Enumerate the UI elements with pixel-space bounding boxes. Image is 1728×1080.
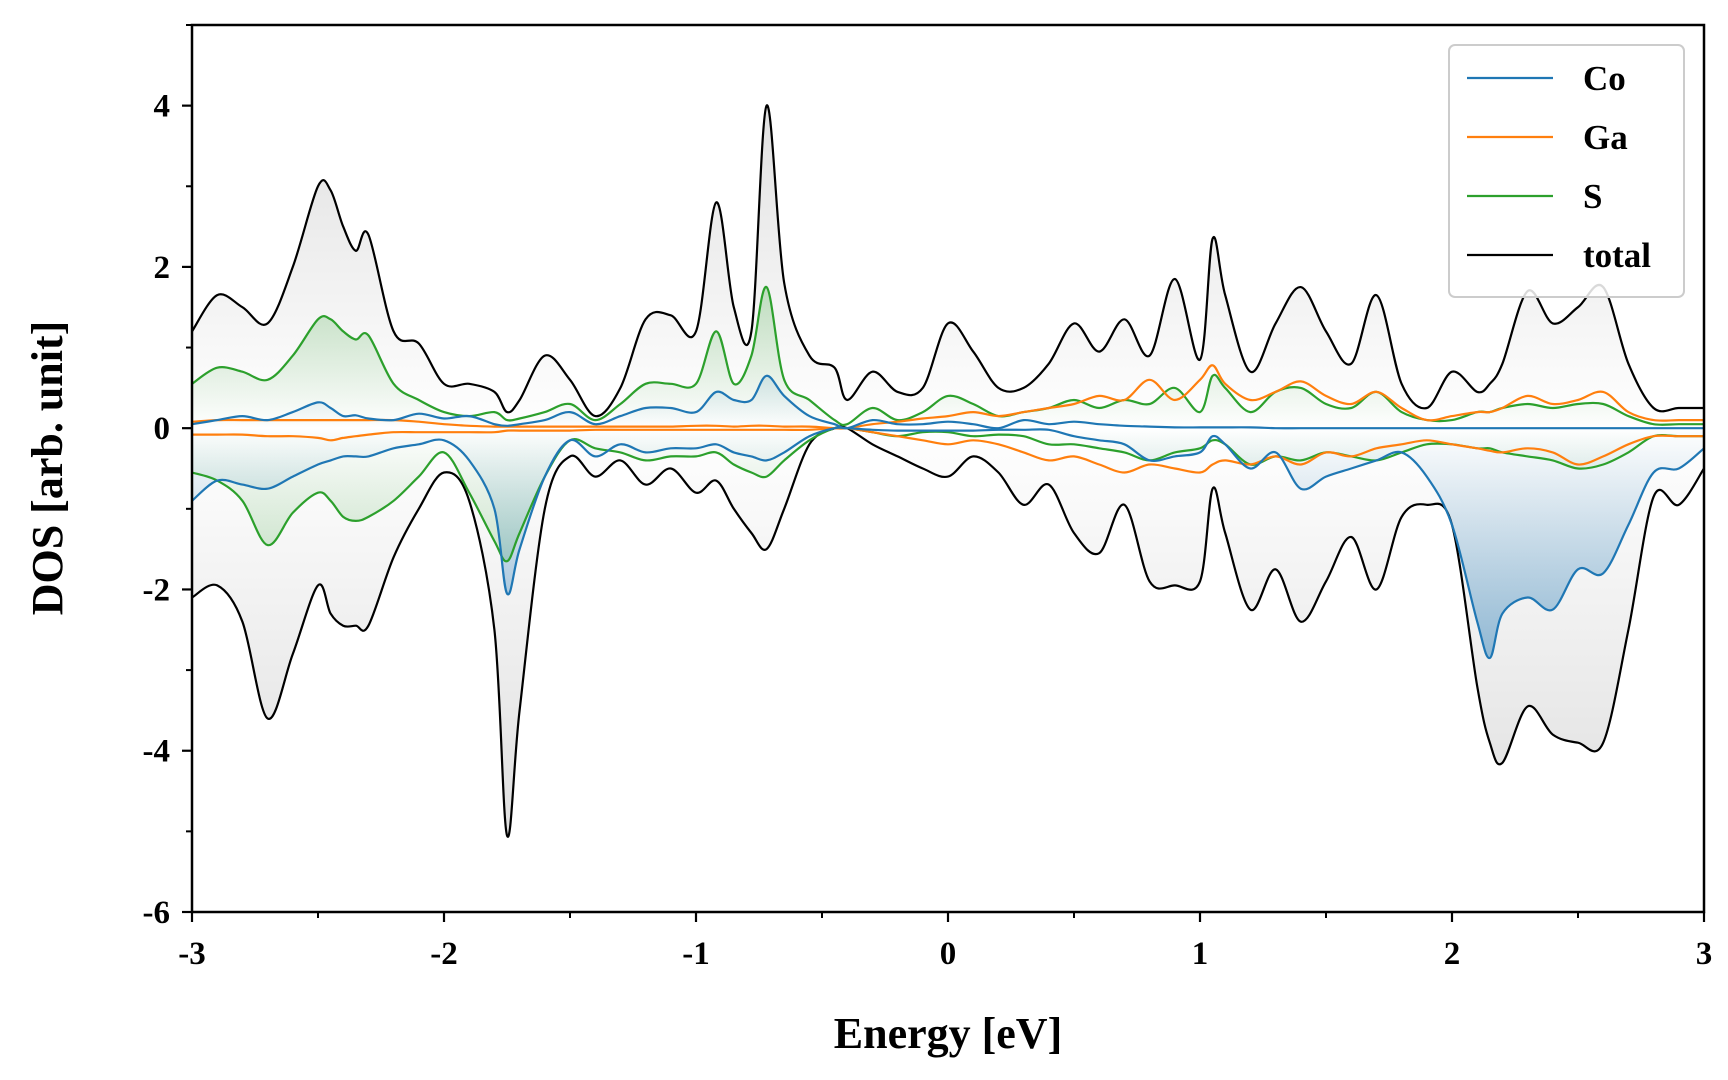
line-s-up bbox=[192, 285, 1704, 427]
line-co-up bbox=[192, 374, 1704, 430]
line-co-down bbox=[192, 426, 1704, 660]
x-tick-label: 2 bbox=[1444, 936, 1461, 972]
y-tick-label: -2 bbox=[143, 572, 171, 608]
line-ga-down bbox=[192, 426, 1704, 474]
fill-s-up bbox=[192, 286, 1704, 429]
x-tick-label: 1 bbox=[1192, 936, 1209, 972]
fill-co-down bbox=[192, 427, 1704, 659]
line-total-down bbox=[192, 425, 1704, 838]
fill-total-down bbox=[192, 426, 1704, 837]
area-fills bbox=[192, 105, 1704, 837]
series-lines bbox=[192, 104, 1704, 838]
y-tick-label: 2 bbox=[154, 250, 171, 286]
y-tick-label: -6 bbox=[143, 895, 171, 931]
legend-label-co: Co bbox=[1583, 59, 1626, 98]
x-tick-label: -3 bbox=[178, 936, 206, 972]
y-tick-label: 0 bbox=[154, 411, 171, 447]
x-tick-label: -2 bbox=[430, 936, 458, 972]
legend-label-total: total bbox=[1583, 236, 1651, 275]
legend-box bbox=[1448, 44, 1685, 298]
legend-label-ga: Ga bbox=[1583, 118, 1628, 157]
y-axis: -6 -4 -2 0 2 4 bbox=[143, 24, 192, 931]
y-tick-label: -4 bbox=[143, 734, 171, 770]
x-axis-title: Energy [eV] bbox=[834, 1009, 1063, 1058]
x-tick-label: 0 bbox=[940, 936, 957, 972]
x-tick-label: -1 bbox=[682, 936, 710, 972]
x-tick-label: 3 bbox=[1696, 936, 1713, 972]
x-axis: -3 -2 -1 0 1 2 3 bbox=[178, 912, 1712, 972]
y-axis-title: DOS [arb. unit] bbox=[23, 321, 72, 616]
legend-label-s: S bbox=[1583, 177, 1602, 216]
fill-co-up bbox=[192, 375, 1704, 429]
fill-total-up bbox=[192, 105, 1704, 429]
line-total-up bbox=[192, 104, 1704, 418]
y-tick-label: 4 bbox=[154, 89, 171, 125]
line-ga-up bbox=[192, 364, 1704, 430]
